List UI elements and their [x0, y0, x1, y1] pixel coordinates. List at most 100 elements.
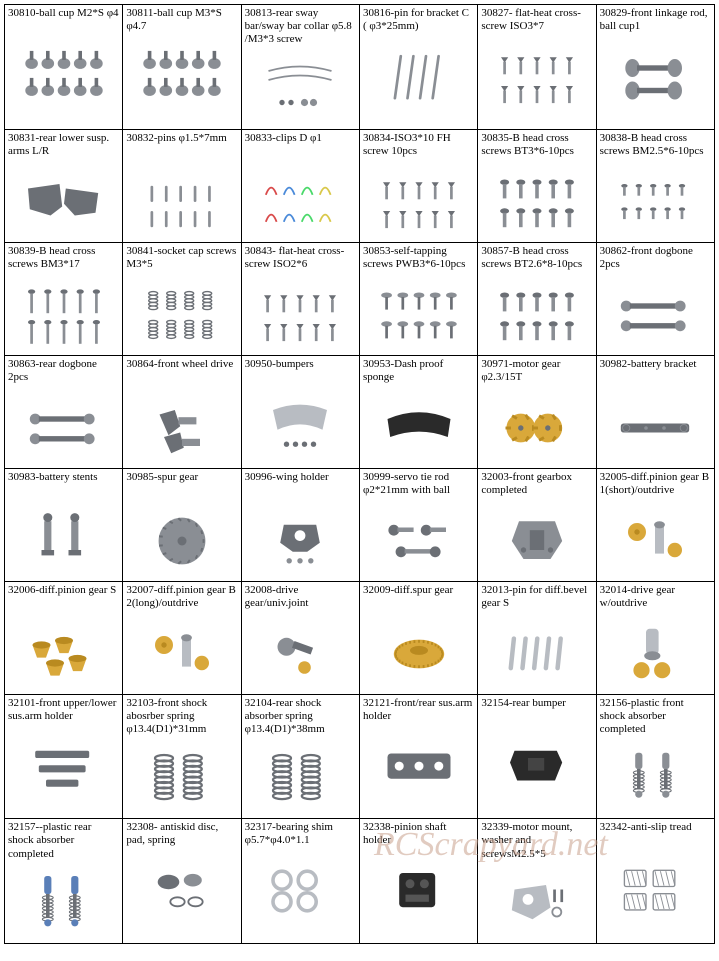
part-image [242, 614, 359, 694]
part-label: 32154-rear bumper [478, 695, 595, 727]
part-cell: 32007-diff.pinion gear B 2(long)/outdriv… [123, 582, 241, 695]
part-label: 32014-drive gear w/outdrive [597, 582, 714, 614]
part-label: 32339-motor mount, washer and screwsM2.5… [478, 819, 595, 863]
part-cell: 32009-diff.spur gear [360, 582, 478, 695]
part-cell: 30983-battery stents [5, 469, 123, 582]
part-image [123, 614, 240, 694]
part-cell: 30834-ISO3*10 FH screw 10pcs [360, 130, 478, 243]
part-cell: 30863-rear dogbone 2pcs [5, 356, 123, 469]
part-cell: 30811-ball cup M3*S φ4.7 [123, 5, 241, 130]
part-label: 32121-front/rear sus.arm holder [360, 695, 477, 727]
part-label: 30982-battery bracket [597, 356, 714, 388]
part-cell: 30999-servo tie rod φ2*21mm with ball [360, 469, 478, 582]
part-label: 30983-battery stents [5, 469, 122, 501]
part-label: 30985-spur gear [123, 469, 240, 501]
part-image [5, 388, 122, 468]
part-cell: 32338-pinion shaft holder [360, 819, 478, 944]
part-cell: 30827- flat-heat cross-screw ISO3*7 [478, 5, 596, 130]
part-cell: 30810-ball cup M2*S φ4 [5, 5, 123, 130]
part-cell: 32342-anti-slip tread [597, 819, 715, 944]
part-cell: 30841-socket cap screws M3*5 [123, 243, 241, 356]
part-image [5, 162, 122, 242]
part-label: 32003-front gearbox completed [478, 469, 595, 501]
part-image [478, 614, 595, 694]
part-image [123, 388, 240, 468]
part-image [478, 275, 595, 355]
part-cell: 32014-drive gear w/outdrive [597, 582, 715, 695]
part-image [360, 388, 477, 468]
part-cell: 30816-pin for bracket C ( φ3*25mm) [360, 5, 478, 130]
part-image [360, 501, 477, 581]
part-image [242, 738, 359, 818]
part-label: 30838-B head cross screws BM2.5*6-10pcs [597, 130, 714, 162]
part-cell: 30838-B head cross screws BM2.5*6-10pcs [597, 130, 715, 243]
part-label: 32157--plastic rear shock absorber compl… [5, 819, 122, 863]
parts-grid: 30810-ball cup M2*S φ430811-ball cup M3*… [4, 4, 715, 944]
part-label: 30832-pins φ1.5*7mm [123, 130, 240, 162]
part-cell: 30953-Dash proof sponge [360, 356, 478, 469]
part-label: 30816-pin for bracket C ( φ3*25mm) [360, 5, 477, 37]
part-image [5, 37, 122, 117]
part-label: 30833-clips D φ1 [242, 130, 359, 162]
part-image [5, 727, 122, 807]
part-cell: 30950-bumpers [242, 356, 360, 469]
part-label: 32101-front upper/lower sus.arm holder [5, 695, 122, 727]
part-cell: 30982-battery bracket [597, 356, 715, 469]
part-image [478, 37, 595, 117]
part-label: 30829-front linkage rod, ball cup1 [597, 5, 714, 37]
part-label: 30827- flat-heat cross-screw ISO3*7 [478, 5, 595, 37]
part-image [5, 275, 122, 355]
part-label: 30839-B head cross screws BM3*17 [5, 243, 122, 275]
part-cell: 32317-bearing shim φ5.7*φ4.0*1.1 [242, 819, 360, 944]
part-label: 32156-plastic front shock absorber compl… [597, 695, 714, 739]
part-cell: 30843- flat-heat cross-screw ISO2*6 [242, 243, 360, 356]
part-image [242, 388, 359, 468]
part-image [360, 727, 477, 807]
part-image [597, 851, 714, 931]
part-cell: 30853-self-tapping screws PWB3*6-10pcs [360, 243, 478, 356]
part-cell: 32339-motor mount, washer and screwsM2.5… [478, 819, 596, 944]
part-image [5, 863, 122, 943]
part-image [5, 501, 122, 581]
part-cell: 32101-front upper/lower sus.arm holder [5, 695, 123, 820]
part-label: 30843- flat-heat cross-screw ISO2*6 [242, 243, 359, 275]
part-label: 30950-bumpers [242, 356, 359, 388]
part-cell: 32121-front/rear sus.arm holder [360, 695, 478, 820]
part-image [478, 727, 595, 807]
part-image [242, 275, 359, 355]
part-image [360, 851, 477, 931]
part-label: 30831-rear lower susp. arms L/R [5, 130, 122, 162]
part-cell: 32154-rear bumper [478, 695, 596, 820]
part-image [242, 162, 359, 242]
part-label: 30862-front dogbone 2pcs [597, 243, 714, 275]
part-cell: 32157--plastic rear shock absorber compl… [5, 819, 123, 944]
part-cell: 30832-pins φ1.5*7mm [123, 130, 241, 243]
part-label: 30853-self-tapping screws PWB3*6-10pcs [360, 243, 477, 275]
part-image [123, 162, 240, 242]
part-image [360, 37, 477, 117]
part-image [123, 37, 240, 117]
part-image [5, 614, 122, 694]
part-label: 30864-front wheel drive [123, 356, 240, 388]
part-cell: 32013-pin for diff.bevel gear S [478, 582, 596, 695]
part-image [123, 501, 240, 581]
part-label: 30999-servo tie rod φ2*21mm with ball [360, 469, 477, 501]
part-image [242, 851, 359, 931]
part-image [478, 863, 595, 943]
part-image [360, 275, 477, 355]
part-image [597, 275, 714, 355]
part-label: 30841-socket cap screws M3*5 [123, 243, 240, 275]
part-cell: 30833-clips D φ1 [242, 130, 360, 243]
part-label: 32009-diff.spur gear [360, 582, 477, 614]
part-cell: 30831-rear lower susp. arms L/R [5, 130, 123, 243]
part-image [478, 501, 595, 581]
part-image [123, 275, 240, 355]
part-cell: 32005-diff.pinion gear B 1(short)/outdri… [597, 469, 715, 582]
part-cell: 32308- antiskid disc, pad, spring [123, 819, 241, 944]
part-image [360, 614, 477, 694]
part-label: 32104-rear shock absorber spring φ13.4(D… [242, 695, 359, 739]
part-label: 30810-ball cup M2*S φ4 [5, 5, 122, 37]
part-label: 30857-B head cross screws BT2.6*8-10pcs [478, 243, 595, 275]
part-cell: 30829-front linkage rod, ball cup1 [597, 5, 715, 130]
part-image [123, 738, 240, 818]
